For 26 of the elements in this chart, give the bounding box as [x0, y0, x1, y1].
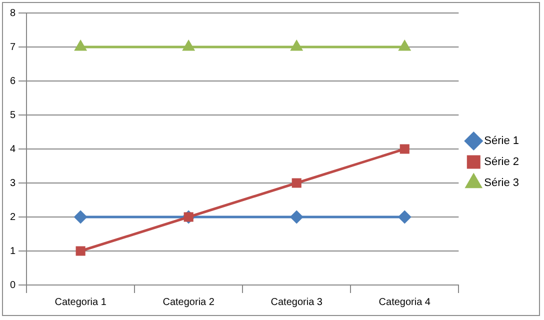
y-tick-label: 7: [10, 42, 16, 53]
y-tick-label: 8: [10, 8, 16, 19]
point: [74, 40, 86, 51]
x-tick-label: Categoria 1: [54, 296, 107, 308]
point: [76, 246, 86, 256]
x-tick-label: Categoria 2: [162, 296, 215, 308]
point: [183, 40, 194, 51]
point: [399, 40, 410, 51]
legend-label: Série 1: [484, 135, 520, 148]
y-tick-label: 1: [10, 246, 16, 257]
point: [290, 210, 303, 224]
point: [400, 144, 410, 154]
x-tick-label: Categoria 3: [270, 296, 323, 308]
y-tick-label: 0: [10, 280, 16, 291]
y-tick-label: 6: [10, 76, 16, 87]
y-tick-label: 3: [10, 178, 16, 189]
x-tick-label: Categoria 4: [378, 296, 431, 308]
y-tick-label: 5: [10, 110, 16, 121]
legend-label: Série 2: [484, 156, 520, 168]
point: [398, 210, 411, 224]
point: [291, 40, 302, 51]
point: [292, 178, 302, 188]
legend-label: Série 3: [484, 177, 520, 190]
y-tick-label: 2: [10, 212, 16, 223]
point: [74, 210, 87, 224]
y-tick-label: 4: [10, 144, 16, 155]
